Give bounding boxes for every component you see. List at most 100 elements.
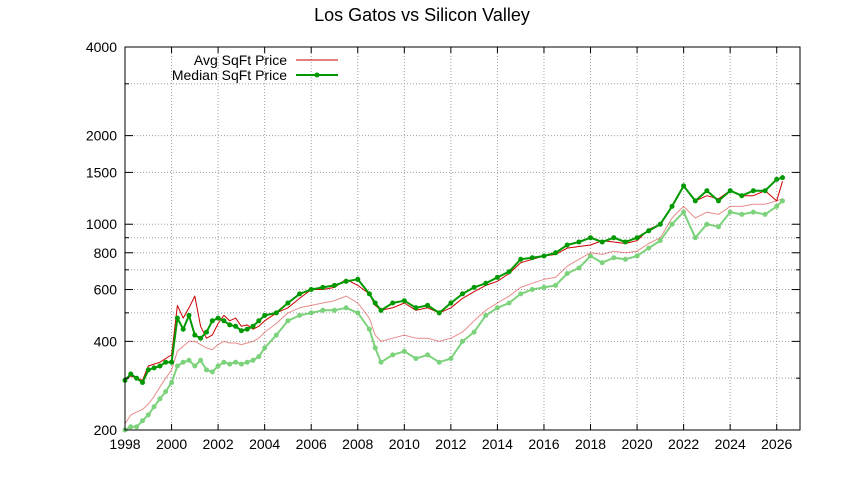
data-point <box>192 332 198 338</box>
data-point <box>355 276 361 282</box>
data-point <box>436 310 442 316</box>
data-point <box>233 323 239 329</box>
data-point <box>425 302 431 308</box>
data-point <box>169 380 175 385</box>
data-point <box>273 310 279 316</box>
data-point <box>250 357 256 363</box>
data-point <box>529 287 535 292</box>
y-tick-label: 400 <box>94 333 118 349</box>
data-point <box>262 312 268 318</box>
data-point <box>285 300 291 306</box>
data-point <box>343 278 349 284</box>
data-point <box>145 412 151 418</box>
data-point <box>256 318 262 324</box>
data-point <box>134 424 140 430</box>
data-point <box>308 287 314 292</box>
data-point <box>128 371 134 377</box>
data-point <box>413 356 419 361</box>
data-point <box>366 326 372 332</box>
data-point <box>204 367 209 373</box>
data-point <box>750 209 756 215</box>
data-point <box>192 363 198 369</box>
data-point <box>494 274 500 280</box>
x-tick-label: 2024 <box>715 436 746 452</box>
data-point <box>669 221 675 227</box>
data-point <box>506 300 512 306</box>
data-point <box>657 221 663 227</box>
legend-label: Median SqFt Price <box>172 67 287 83</box>
data-point <box>576 239 582 245</box>
data-point <box>413 305 419 311</box>
data-point <box>541 284 547 290</box>
data-point <box>564 271 570 276</box>
data-point <box>215 363 221 369</box>
data-point <box>681 183 687 189</box>
y-tick-label: 2000 <box>86 128 117 144</box>
x-tick-label: 2022 <box>668 436 699 452</box>
y-tick-label: 4000 <box>86 39 117 55</box>
data-point <box>692 198 698 204</box>
data-point <box>128 424 134 430</box>
data-point <box>460 291 465 297</box>
y-tick-label: 800 <box>94 245 118 261</box>
data-point <box>204 329 209 335</box>
data-point <box>704 188 710 194</box>
data-point <box>320 307 326 313</box>
y-tick-label: 1500 <box>86 164 117 180</box>
data-point <box>553 282 559 288</box>
data-point <box>483 280 489 286</box>
data-point <box>221 318 227 324</box>
data-point <box>774 176 780 182</box>
data-point <box>244 359 250 365</box>
series-3 <box>122 198 785 433</box>
data-point <box>390 352 396 358</box>
data-point <box>774 203 780 209</box>
data-point <box>564 242 570 248</box>
data-point <box>233 359 239 365</box>
x-tick-label: 2008 <box>342 436 373 452</box>
data-point <box>209 369 215 375</box>
data-point <box>460 338 465 344</box>
data-point <box>221 359 227 365</box>
x-tick-label: 2014 <box>482 436 513 452</box>
data-point <box>669 203 675 209</box>
data-point <box>134 375 140 381</box>
y-tick-label: 1000 <box>86 216 117 232</box>
data-point <box>634 235 640 241</box>
series-2 <box>124 198 783 425</box>
x-tick-label: 2004 <box>249 436 280 452</box>
data-point <box>372 300 378 306</box>
data-point <box>198 335 204 341</box>
data-point <box>262 345 268 351</box>
series-layer <box>122 175 785 433</box>
data-point <box>657 238 663 244</box>
data-point <box>186 312 192 318</box>
data-point <box>151 404 157 410</box>
data-point <box>727 209 733 215</box>
data-point <box>529 255 535 261</box>
data-point <box>553 250 559 256</box>
data-point <box>646 245 652 251</box>
data-point <box>227 361 233 367</box>
data-point <box>634 253 640 259</box>
data-point <box>448 300 454 306</box>
x-tick-label: 2016 <box>528 436 559 452</box>
data-point <box>174 363 180 369</box>
grid <box>124 46 800 431</box>
x-tick-label: 2020 <box>621 436 652 452</box>
data-point <box>599 239 605 245</box>
data-point <box>401 298 407 304</box>
chart-title: Los Gatos vs Silicon Valley <box>314 5 530 25</box>
data-point <box>244 326 250 332</box>
data-point <box>238 328 244 334</box>
data-point <box>140 380 145 385</box>
data-point <box>390 300 396 306</box>
data-point <box>780 175 785 181</box>
data-point <box>145 367 151 373</box>
data-point <box>727 188 733 194</box>
data-point <box>320 284 326 290</box>
data-point <box>215 315 221 321</box>
data-point <box>157 396 163 402</box>
data-point <box>622 239 628 245</box>
